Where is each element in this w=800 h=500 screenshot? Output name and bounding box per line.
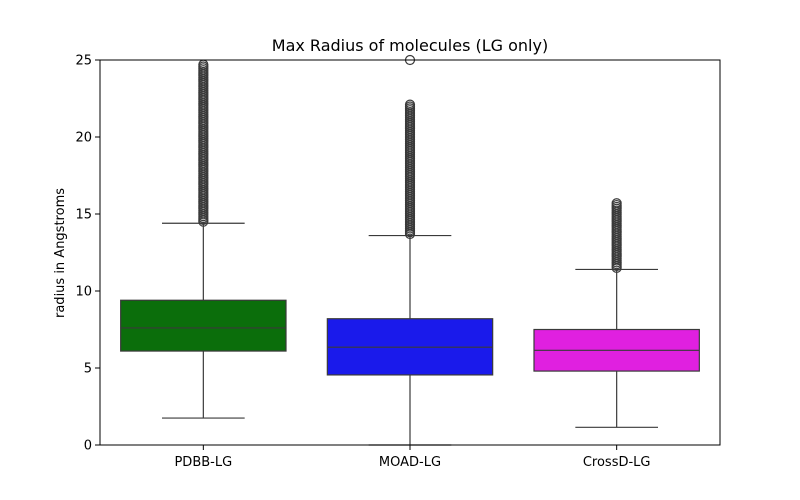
box-group-moad-lg (326, 54, 494, 446)
box-group-pdbb-lg (120, 59, 287, 419)
y-tick-label: 10 (75, 285, 92, 300)
plot-frame (99, 59, 721, 446)
y-tick-label: 25 (75, 54, 92, 69)
x-tick-label: CrossD-LG (583, 455, 651, 470)
y-tick-label: 20 (75, 131, 92, 146)
outlier-point (404, 99, 416, 110)
x-tick-label: MOAD-LG (379, 455, 441, 470)
y-tick-label: 0 (84, 439, 92, 454)
y-tick-label: 5 (84, 362, 92, 377)
box-group-crossd-lg (533, 198, 700, 428)
chart-title: Max Radius of molecules (LG only) (272, 36, 548, 55)
x-tick-label: PDBB-LG (174, 455, 232, 470)
y-tick-label: 15 (75, 208, 92, 223)
box-iqr (120, 299, 287, 352)
outlier-point (611, 198, 622, 209)
y-axis-label: radius in Angstroms (53, 188, 68, 318)
plot-area: 0 5 10 15 20 25 PDBB-LG MOAD-LG CrossD-LG (75, 54, 700, 470)
